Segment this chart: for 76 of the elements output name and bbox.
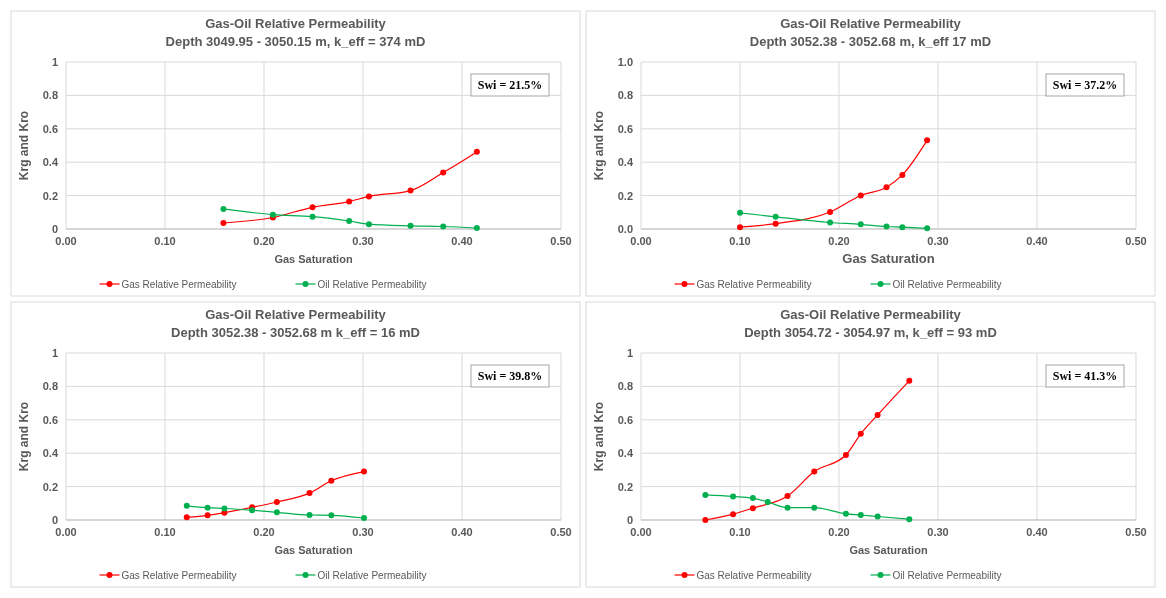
y-tick-label: 0.6 [617, 122, 633, 135]
y-axis-title: Krg and Kro [592, 110, 606, 181]
chart-title: Gas-Oil Relative Permeability [205, 307, 387, 322]
annotation: Swi = 37.2% [1052, 78, 1118, 92]
legend-label: Oil Relative Permeability [892, 279, 1002, 290]
y-tick-label: 0.4 [42, 447, 59, 460]
y-tick-label: 0.2 [42, 189, 58, 202]
y-tick-label: 0 [626, 514, 633, 526]
annotation: Swi = 41.3% [1052, 369, 1118, 383]
x-tick-label: 0.00 [55, 526, 77, 538]
x-tick-label: 0.50 [1125, 526, 1147, 538]
chart-subtitle: Depth 3054.72 - 3054.97 m, k_eff = 93 mD [744, 325, 997, 340]
x-tick-label: 0.20 [253, 526, 275, 538]
legend-label: Oil Relative Permeability [892, 570, 1002, 581]
x-tick-label: 0.00 [630, 235, 652, 247]
y-tick-label: 0.0 [617, 223, 633, 235]
y-tick-label: 1 [51, 56, 58, 68]
x-tick-label: 0.50 [1125, 235, 1147, 247]
y-tick-label: 0.4 [42, 156, 59, 169]
y-tick-label: 0.8 [42, 89, 58, 102]
x-tick-label: 0.30 [352, 526, 374, 538]
chart-subtitle: Depth 3052.38 - 3052.68 m k_eff = 16 mD [171, 325, 420, 340]
x-tick-label: 0.00 [55, 235, 77, 247]
y-tick-label: 0.2 [617, 189, 633, 202]
legend-label: Oil Relative Permeability [317, 570, 427, 581]
x-tick-label: 0.40 [1026, 235, 1048, 247]
legend-label: Gas Relative Permeability [121, 570, 237, 581]
x-tick-label: 0.50 [550, 235, 572, 247]
x-axis-title: Gas Saturation [849, 544, 928, 556]
legend-label: Gas Relative Permeability [121, 279, 237, 290]
y-axis-title: Krg and Kro [17, 110, 31, 181]
x-tick-label: 0.10 [154, 235, 176, 247]
x-axis-title: Gas Saturation [842, 251, 935, 266]
legend-label: Oil Relative Permeability [317, 279, 427, 290]
y-tick-label: 1 [51, 347, 58, 359]
y-tick-label: 0.4 [617, 156, 634, 169]
x-axis-title: Gas Saturation [274, 544, 353, 556]
x-tick-label: 0.20 [828, 235, 850, 247]
y-tick-label: 0.6 [42, 122, 58, 135]
y-tick-label: 0.2 [617, 480, 633, 493]
annotation: Swi = 21.5% [477, 78, 543, 92]
y-tick-label: 0.6 [617, 413, 633, 426]
y-tick-label: 0.8 [42, 380, 58, 393]
y-tick-label: 0.4 [617, 447, 634, 460]
y-tick-label: 0 [51, 514, 58, 526]
chart-title: Gas-Oil Relative Permeability [780, 16, 962, 31]
x-tick-label: 0.50 [550, 526, 572, 538]
y-axis-title: Krg and Kro [592, 401, 606, 472]
y-axis-title: Krg and Kro [17, 401, 31, 472]
x-tick-label: 0.20 [828, 526, 850, 538]
x-tick-label: 0.40 [1026, 526, 1048, 538]
x-tick-label: 0.10 [154, 526, 176, 538]
legend-label: Gas Relative Permeability [696, 570, 812, 581]
y-tick-label: 1 [626, 347, 633, 359]
chart-subtitle: Depth 3052.38 - 3052.68 m, k_eff 17 mD [749, 34, 992, 49]
chart-title: Gas-Oil Relative Permeability [780, 307, 962, 322]
x-axis-title: Gas Saturation [274, 253, 353, 265]
x-tick-label: 0.00 [630, 526, 652, 538]
x-tick-label: 0.30 [927, 235, 949, 247]
x-tick-label: 0.30 [927, 526, 949, 538]
chart-title: Gas-Oil Relative Permeability [205, 16, 387, 31]
y-tick-label: 0.6 [42, 413, 58, 426]
annotation: Swi = 39.8% [477, 369, 543, 383]
x-tick-label: 0.40 [451, 235, 473, 247]
chart-subtitle: Depth 3049.95 - 3050.15 m, k_eff = 374 mD [165, 34, 426, 49]
y-tick-label: 0.8 [617, 380, 633, 393]
x-tick-label: 0.10 [729, 526, 751, 538]
y-tick-label: 0 [51, 223, 58, 235]
x-tick-label: 0.20 [253, 235, 275, 247]
x-tick-label: 0.40 [451, 526, 473, 538]
y-tick-label: 0.8 [617, 89, 633, 102]
legend-label: Gas Relative Permeability [696, 279, 812, 290]
y-tick-label: 1.0 [617, 56, 633, 68]
y-tick-label: 0.2 [42, 480, 58, 493]
x-tick-label: 0.10 [729, 235, 751, 247]
x-tick-label: 0.30 [352, 235, 374, 247]
